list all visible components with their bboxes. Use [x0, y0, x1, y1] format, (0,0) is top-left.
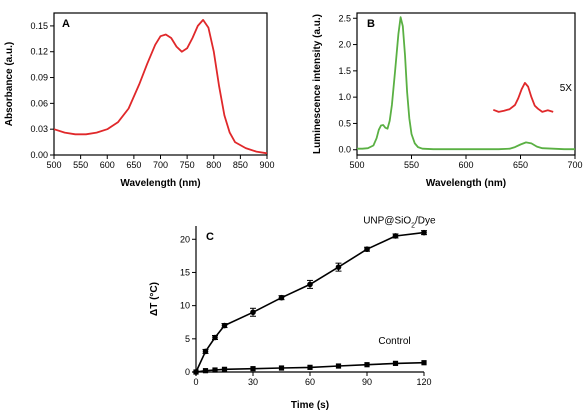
y-tick-label: 0.06	[30, 98, 48, 108]
data-point	[202, 368, 209, 374]
y-axis-label: Absorbance (a.u.)	[4, 42, 15, 126]
series-line	[492, 82, 554, 113]
data-point	[212, 367, 218, 373]
data-point	[335, 264, 342, 270]
data-point	[364, 246, 370, 253]
label-part: UNP@SiO	[363, 215, 411, 226]
data-point	[392, 233, 399, 239]
panel-letter: B	[367, 18, 375, 30]
y-axis-label: Luminescence intensity (a.u.)	[312, 14, 323, 154]
data-point	[212, 334, 218, 341]
x-tick-label: 600	[100, 160, 115, 170]
data-point	[421, 229, 427, 236]
y-tick-label: 0	[185, 367, 190, 377]
data-point	[202, 348, 209, 355]
data-point	[221, 322, 228, 329]
y-tick-label: 0.12	[30, 47, 48, 57]
x-tick-label: 850	[233, 160, 248, 170]
y-tick-label: 0.09	[30, 73, 48, 83]
series-line	[53, 18, 268, 155]
data-point	[193, 369, 199, 375]
label-part: /Dye	[415, 215, 436, 226]
y-tick-label: 5	[185, 334, 190, 344]
y-tick-label: 0.0	[338, 145, 351, 155]
y-tick-label: 10	[180, 301, 190, 311]
data-point	[250, 309, 256, 316]
x-tick-label: 650	[513, 160, 528, 170]
x-tick-label: 700	[153, 160, 168, 170]
data-point	[221, 366, 228, 372]
x-axis-label: Time (s)	[291, 400, 329, 411]
data-point	[335, 363, 342, 369]
x-tick-label: 750	[180, 160, 195, 170]
data-point	[250, 366, 256, 372]
y-axis-label: ΔT (°C)	[149, 282, 160, 316]
panel-a: 500 550 600 650 700 750 800 850 900 0.00 0.03 0.06 0…	[4, 12, 275, 189]
data-point	[278, 294, 285, 301]
x-tick-label: 900	[259, 160, 274, 170]
data-point	[364, 362, 370, 368]
x-tick-label: 500	[46, 160, 61, 170]
data-point	[278, 365, 285, 371]
data-point	[307, 364, 313, 370]
y-tick-label: 1.0	[338, 92, 351, 102]
plot-frame	[356, 12, 576, 156]
x-tick-label: 600	[458, 160, 473, 170]
x-tick-label: 500	[349, 160, 364, 170]
annotation-5x: 5X	[560, 83, 573, 94]
x-tick-label: 550	[404, 160, 419, 170]
panel-c: 0 30 60 90 120 0 5 10 15 20 Time (s) ΔT (°C) C UNP@Si…	[149, 215, 436, 411]
y-tick-label: 0.5	[338, 118, 351, 128]
y-tick-label: 2.0	[338, 40, 351, 50]
x-tick-label: 120	[416, 377, 431, 387]
data-point	[307, 281, 313, 288]
x-axis-label: Wavelength (nm)	[120, 178, 200, 189]
x-tick-label: 550	[73, 160, 88, 170]
series-line	[357, 16, 575, 151]
series-line	[195, 231, 425, 373]
subscript: 2	[411, 222, 415, 229]
x-tick-label: 60	[305, 377, 315, 387]
data-point	[421, 360, 427, 366]
series-label-unp: UNP@SiO2/Dye	[363, 215, 436, 229]
y-tick-label: 15	[180, 267, 190, 277]
y-tick-label: 0.03	[30, 124, 48, 134]
y-tick-label: 0.15	[30, 21, 48, 31]
panel-letter: A	[62, 18, 70, 30]
x-tick-label: 650	[126, 160, 141, 170]
x-tick-label: 90	[362, 377, 372, 387]
x-tick-label: 30	[248, 377, 258, 387]
y-tick-label: 1.5	[338, 66, 351, 76]
x-axis-label: Wavelength (nm)	[426, 178, 506, 189]
data-point	[392, 360, 399, 366]
x-tick-label: 0	[193, 377, 198, 387]
panel-letter: C	[206, 231, 214, 243]
x-tick-label: 700	[567, 160, 582, 170]
y-tick-label: 2.5	[338, 13, 351, 23]
y-tick-label: 0.00	[30, 150, 48, 160]
series-label-control: Control	[378, 336, 410, 347]
panel-b: 500 550 600 650 700 0.0 0.5 1.0 1.5 2.0 2.5 Wavelen…	[312, 12, 583, 189]
y-tick-label: 20	[180, 234, 190, 244]
x-tick-label: 800	[206, 160, 221, 170]
